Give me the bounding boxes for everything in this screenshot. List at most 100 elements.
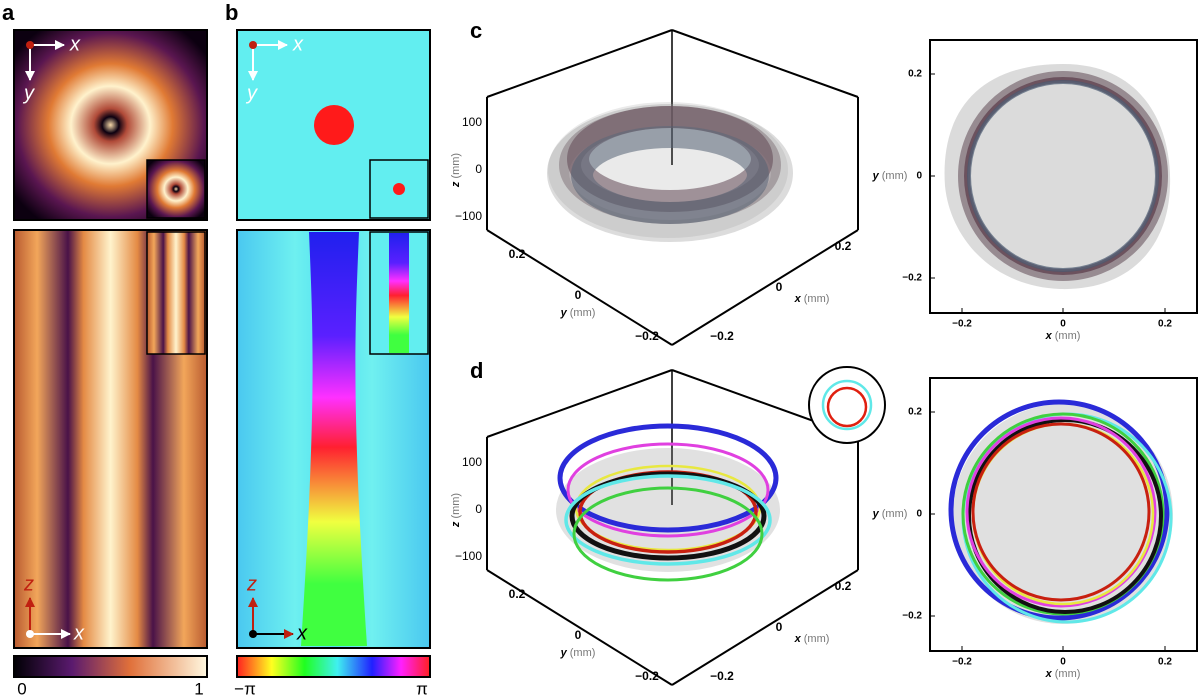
plot-frame <box>929 39 1198 314</box>
box-edge <box>671 569 859 686</box>
contour-loop <box>566 442 770 538</box>
axis-unit: (mm) <box>1052 668 1081 680</box>
y-tick-label: 0 <box>575 288 582 302</box>
axis-glyph: x <box>296 622 308 644</box>
axis-unit: (mm) <box>1052 330 1081 342</box>
axis-label: x (mm) <box>1045 668 1081 680</box>
axis-label: y (mm) <box>560 647 596 659</box>
axis-origin <box>249 41 257 49</box>
y-tick-label: −0.2 <box>902 273 922 284</box>
phase-beam <box>301 232 367 646</box>
panel-label: d <box>470 358 483 383</box>
axis-var: x <box>794 633 802 645</box>
z-tick-label: −100 <box>455 549 482 563</box>
z-tick-label: 100 <box>462 455 482 469</box>
axis-var: x <box>1045 668 1053 680</box>
x-tick-label: 0 <box>776 620 783 634</box>
axis-var: y <box>872 508 880 520</box>
axis-glyph: z <box>23 573 34 595</box>
axis-label: x (mm) <box>1045 330 1081 342</box>
axis-label: x (mm) <box>794 293 830 305</box>
y-tick-label: 0.2 <box>908 407 922 418</box>
axis-unit: (mm) <box>879 170 908 182</box>
inset-loop <box>821 379 873 431</box>
axis-label: x (mm) <box>794 633 830 645</box>
inset-longitudinal <box>146 231 206 355</box>
projection-loop <box>948 399 1170 621</box>
axis-label: y (mm) <box>872 508 908 520</box>
colorbar-min: −π <box>234 679 256 698</box>
axis-glyph: y <box>22 82 35 104</box>
surface-hull <box>548 102 788 238</box>
axis-var: x <box>1045 330 1053 342</box>
box-edge <box>486 229 673 346</box>
axis-label: z (mm) <box>450 153 462 188</box>
box-edge <box>486 29 673 98</box>
panel-label: a <box>2 0 15 25</box>
axis-label: y (mm) <box>560 307 596 319</box>
axis-label: z (mm) <box>450 493 462 528</box>
x-tick-label: −0.2 <box>952 319 972 330</box>
colorbar-max: π <box>416 679 428 698</box>
axis-var: y <box>560 647 568 659</box>
y-tick-label: −0.2 <box>635 669 659 683</box>
x-tick-label: 0.2 <box>1158 319 1172 330</box>
axis-unit: (mm) <box>879 508 908 520</box>
x-tick-label: 0 <box>1060 319 1066 330</box>
x-tick-label: −0.2 <box>710 669 734 683</box>
projection-loop <box>967 418 1163 614</box>
x-tick-label: 0 <box>1060 657 1066 668</box>
inset-transverse <box>146 159 206 219</box>
x-tick-label: 0.2 <box>835 239 852 253</box>
axis-var: y <box>872 170 880 182</box>
panel-label: c <box>470 18 482 43</box>
y-tick-label: 0 <box>916 171 922 182</box>
projection-loop <box>965 416 1157 608</box>
projection-loop <box>961 412 1165 616</box>
colorbar <box>13 655 208 678</box>
inset-spot <box>393 183 405 195</box>
inset-circle <box>808 366 886 444</box>
y-tick-label: 0 <box>575 628 582 642</box>
projection-hull <box>953 404 1173 624</box>
z-tick-label: 0 <box>475 502 482 516</box>
axis-glyph: x <box>69 33 81 55</box>
x-tick-label: −0.2 <box>952 657 972 668</box>
x-tick-label: 0 <box>776 280 783 294</box>
box-edge <box>671 29 859 98</box>
projection-loop <box>971 422 1151 602</box>
x-tick-label: −0.2 <box>710 329 734 343</box>
colorbar <box>236 655 431 678</box>
axis-unit: (mm) <box>450 493 462 522</box>
y-tick-label: −0.2 <box>635 329 659 343</box>
axis-origin <box>249 630 257 638</box>
phase-spot <box>314 105 354 145</box>
y-tick-label: 0.2 <box>509 247 526 261</box>
z-tick-label: −100 <box>455 209 482 223</box>
axis-label: y (mm) <box>872 170 908 182</box>
axis-origin <box>26 630 34 638</box>
axis-origin <box>26 41 34 49</box>
colorbar-max: 1 <box>194 679 203 698</box>
contour-loop <box>557 423 779 533</box>
contour-loop <box>564 474 772 566</box>
projection-ring <box>967 80 1159 272</box>
axis-var: z <box>450 521 462 528</box>
z-tick-label: 100 <box>462 115 482 129</box>
axis-glyph: x <box>292 33 304 55</box>
x-tick-label: 0.2 <box>1158 657 1172 668</box>
surface-layer <box>571 126 769 224</box>
box-edge <box>671 229 859 346</box>
projection-hull <box>944 64 1171 290</box>
axis-unit: (mm) <box>567 647 596 659</box>
axis-unit: (mm) <box>801 633 830 645</box>
inset-loop <box>826 386 868 428</box>
axis-glyph: x <box>73 622 85 644</box>
contour-loop <box>569 471 767 561</box>
contour-loop <box>572 486 764 582</box>
axis-var: x <box>794 293 802 305</box>
box-edge <box>486 369 673 438</box>
projection-ring <box>958 71 1168 281</box>
axis-unit: (mm) <box>450 153 462 182</box>
